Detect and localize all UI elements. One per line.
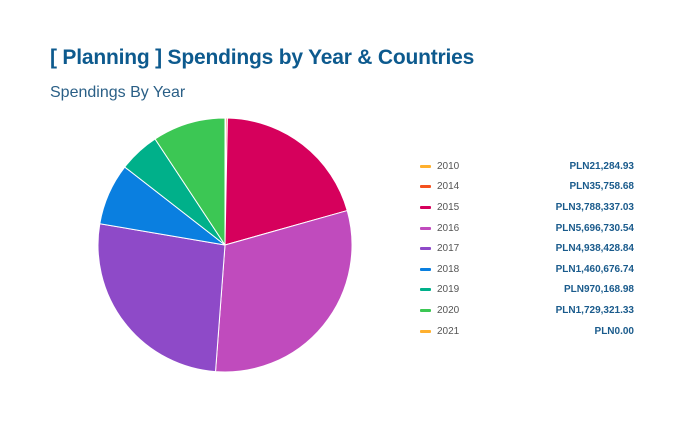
pie-slice-2020[interactable] bbox=[154, 117, 226, 247]
legend-value: PLN970,168.98 bbox=[563, 284, 634, 296]
pie-slice-2017[interactable] bbox=[97, 223, 226, 373]
legend-swatch bbox=[420, 267, 431, 271]
legend-value: PLN1,460,676.74 bbox=[555, 263, 634, 275]
legend-value: PLN0.00 bbox=[594, 325, 634, 337]
legend-value: PLN4,938,428.84 bbox=[555, 243, 634, 255]
legend-value: PLN1,729,321.33 bbox=[555, 304, 634, 316]
legend-swatch bbox=[420, 329, 431, 333]
legend-year: 2016 bbox=[437, 222, 460, 234]
legend-year: 2019 bbox=[437, 284, 460, 296]
legend-year: 2017 bbox=[437, 243, 460, 255]
legend-swatch bbox=[420, 247, 431, 251]
legend-item-2020[interactable]: 2020 PLN1,729,321.33 bbox=[420, 300, 634, 321]
legend-swatch bbox=[420, 205, 431, 209]
legend-value: PLN3,788,337.03 bbox=[555, 201, 634, 213]
legend-item-2021[interactable]: 2021 PLN0.00 bbox=[420, 321, 634, 342]
legend-year: 2020 bbox=[437, 304, 460, 316]
legend-value: PLN21,284.93 bbox=[569, 160, 635, 172]
legend-item-2016[interactable]: 2016 PLN5,696,730.54 bbox=[420, 218, 634, 239]
page-title: [ Planning ] Spendings by Year & Countri… bbox=[50, 46, 475, 69]
pie-slice-2016[interactable] bbox=[214, 209, 353, 373]
legend-swatch bbox=[420, 288, 431, 292]
legend-swatch bbox=[420, 185, 431, 189]
legend-item-2014[interactable]: 2014 PLN35,758.68 bbox=[420, 177, 634, 198]
legend-year: 2018 bbox=[437, 263, 460, 275]
legend-swatch bbox=[420, 226, 431, 230]
legend-year: 2010 bbox=[437, 160, 460, 172]
legend: 2010 PLN21,284.93 2014 PLN35,758.68 2015 PLN3… bbox=[420, 156, 634, 341]
legend-swatch bbox=[420, 308, 431, 312]
legend-year: 2021 bbox=[437, 325, 460, 337]
legend-item-2017[interactable]: 2017 PLN4,938,428.84 bbox=[420, 238, 634, 259]
legend-item-2010[interactable]: 2010 PLN21,284.93 bbox=[420, 156, 634, 177]
chart-title: Spendings By Year bbox=[50, 84, 186, 101]
legend-item-2019[interactable]: 2019 PLN970,168.98 bbox=[420, 280, 634, 301]
pie-slice-2015[interactable] bbox=[224, 117, 348, 246]
legend-value: PLN35,758.68 bbox=[569, 181, 635, 193]
legend-value: PLN5,696,730.54 bbox=[555, 222, 634, 234]
legend-item-2015[interactable]: 2015 PLN3,788,337.03 bbox=[420, 197, 634, 218]
legend-item-2018[interactable]: 2018 PLN1,460,676.74 bbox=[420, 259, 634, 280]
legend-swatch bbox=[420, 164, 431, 168]
legend-year: 2014 bbox=[437, 181, 460, 193]
legend-year: 2015 bbox=[437, 201, 460, 213]
